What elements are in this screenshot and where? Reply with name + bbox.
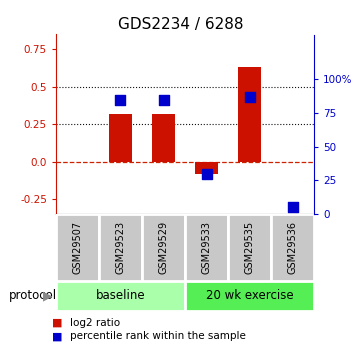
Bar <box>56 281 185 310</box>
Text: GSM29536: GSM29536 <box>288 221 297 274</box>
Text: GSM29507: GSM29507 <box>73 221 82 274</box>
Point <box>247 94 252 100</box>
Text: GSM29523: GSM29523 <box>116 221 126 274</box>
Text: 20 wk exercise: 20 wk exercise <box>206 289 293 302</box>
Bar <box>195 161 218 174</box>
Bar <box>56 214 99 281</box>
Bar <box>238 67 261 161</box>
Bar <box>142 214 185 281</box>
Point <box>118 97 123 102</box>
Bar <box>228 214 271 281</box>
Text: ■: ■ <box>52 332 63 341</box>
Text: protocol: protocol <box>9 289 57 302</box>
Text: GDS2234 / 6288: GDS2234 / 6288 <box>118 17 243 32</box>
Bar <box>99 214 142 281</box>
Point <box>204 171 209 176</box>
Bar <box>152 114 175 161</box>
Text: GSM29529: GSM29529 <box>158 221 169 274</box>
Bar <box>185 281 314 310</box>
Text: ■: ■ <box>52 318 63 327</box>
Bar <box>185 214 228 281</box>
Bar <box>109 114 132 161</box>
Text: percentile rank within the sample: percentile rank within the sample <box>70 332 246 341</box>
Point <box>161 97 166 102</box>
Point <box>290 204 295 210</box>
Text: log2 ratio: log2 ratio <box>70 318 121 327</box>
Text: baseline: baseline <box>96 289 145 302</box>
Text: GSM29535: GSM29535 <box>244 221 255 274</box>
Bar <box>271 214 314 281</box>
Text: GSM29533: GSM29533 <box>201 221 212 274</box>
Text: ▶: ▶ <box>43 289 53 302</box>
